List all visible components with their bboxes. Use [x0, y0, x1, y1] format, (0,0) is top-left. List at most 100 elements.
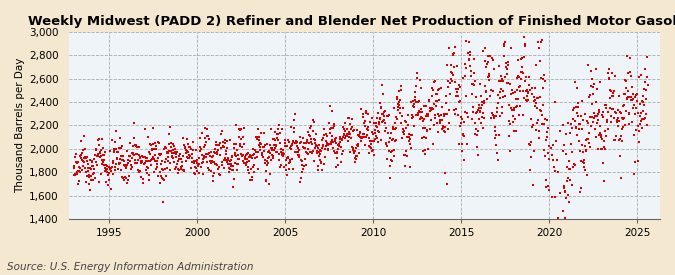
Point — [591, 114, 602, 119]
Point — [495, 79, 506, 83]
Point — [577, 160, 588, 164]
Point — [570, 163, 580, 167]
Point — [111, 157, 122, 161]
Point — [254, 138, 265, 142]
Point — [188, 170, 199, 175]
Point — [171, 162, 182, 166]
Point — [88, 171, 99, 175]
Point — [124, 159, 135, 163]
Point — [470, 111, 481, 116]
Point — [212, 152, 223, 156]
Point — [217, 145, 228, 149]
Point — [228, 185, 239, 189]
Point — [198, 172, 209, 176]
Point — [130, 144, 141, 148]
Point — [439, 130, 450, 134]
Point — [108, 172, 119, 176]
Point — [468, 105, 479, 109]
Point — [396, 88, 406, 92]
Point — [138, 162, 149, 166]
Point — [341, 132, 352, 136]
Point — [447, 79, 458, 83]
Point — [338, 135, 349, 139]
Point — [298, 144, 309, 149]
Point — [510, 116, 520, 121]
Point — [404, 135, 414, 139]
Point — [543, 126, 554, 130]
Point — [512, 74, 523, 78]
Point — [433, 86, 444, 91]
Point — [76, 156, 86, 161]
Point — [185, 154, 196, 158]
Point — [95, 172, 106, 177]
Point — [419, 147, 430, 152]
Point — [473, 153, 484, 158]
Point — [369, 137, 380, 141]
Point — [369, 139, 379, 143]
Point — [518, 96, 529, 101]
Point — [237, 145, 248, 150]
Point — [587, 77, 597, 81]
Point — [167, 142, 178, 146]
Point — [276, 163, 287, 167]
Point — [287, 142, 298, 146]
Point — [570, 80, 580, 84]
Point — [396, 113, 407, 118]
Point — [401, 148, 412, 153]
Point — [473, 106, 484, 110]
Point — [408, 115, 418, 119]
Point — [410, 98, 421, 102]
Point — [394, 103, 404, 107]
Point — [350, 154, 361, 158]
Point — [501, 61, 512, 65]
Point — [520, 42, 531, 46]
Point — [326, 140, 337, 144]
Point — [106, 187, 117, 191]
Point — [411, 100, 422, 105]
Point — [349, 150, 360, 154]
Point — [429, 123, 439, 128]
Point — [242, 160, 252, 164]
Point — [565, 131, 576, 136]
Point — [90, 153, 101, 158]
Point — [602, 118, 613, 122]
Point — [243, 151, 254, 156]
Point — [329, 151, 340, 155]
Point — [340, 121, 350, 125]
Point — [72, 160, 82, 165]
Point — [318, 135, 329, 140]
Point — [493, 133, 504, 138]
Point — [550, 138, 561, 143]
Point — [529, 85, 540, 90]
Point — [319, 162, 330, 166]
Point — [431, 98, 441, 103]
Point — [493, 100, 504, 105]
Point — [85, 167, 96, 171]
Point — [303, 152, 314, 156]
Point — [183, 152, 194, 157]
Point — [382, 143, 393, 148]
Point — [497, 78, 508, 83]
Point — [140, 161, 151, 166]
Point — [317, 167, 327, 172]
Point — [510, 97, 521, 101]
Point — [507, 108, 518, 112]
Point — [182, 148, 192, 153]
Point — [463, 51, 474, 55]
Point — [290, 111, 301, 116]
Point — [418, 119, 429, 123]
Point — [76, 152, 86, 157]
Point — [496, 105, 507, 109]
Point — [140, 159, 151, 163]
Point — [157, 176, 167, 181]
Point — [480, 46, 491, 50]
Point — [295, 179, 306, 184]
Point — [601, 120, 612, 124]
Point — [106, 166, 117, 171]
Point — [283, 156, 294, 161]
Point — [68, 166, 79, 170]
Point — [129, 153, 140, 158]
Point — [472, 129, 483, 133]
Point — [196, 165, 207, 169]
Point — [162, 159, 173, 163]
